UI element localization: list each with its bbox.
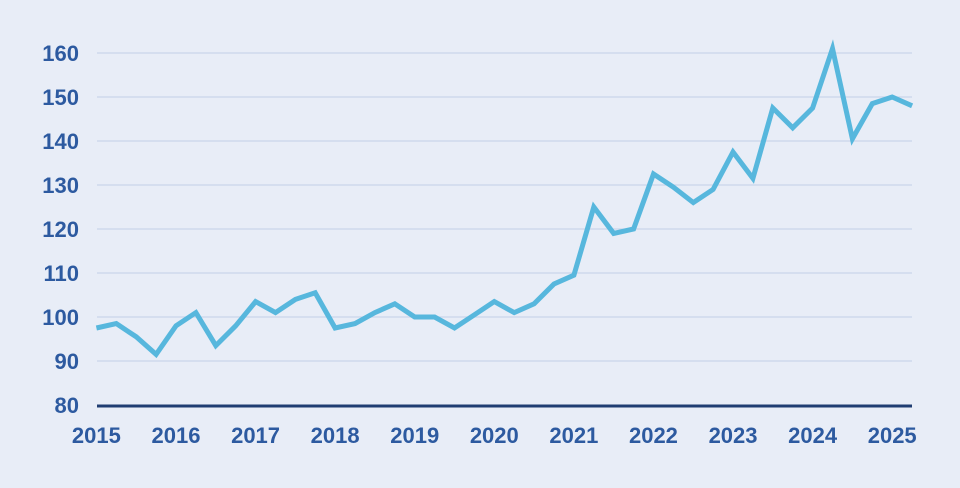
y-tick-label: 90 — [55, 349, 79, 374]
x-tick-label: 2023 — [709, 423, 758, 448]
x-tick-label: 2019 — [390, 423, 439, 448]
y-tick-label: 150 — [42, 85, 79, 110]
y-tick-label: 130 — [42, 173, 79, 198]
x-tick-label: 2025 — [868, 423, 917, 448]
x-tick-label: 2016 — [152, 423, 201, 448]
y-tick-label: 160 — [42, 41, 79, 66]
y-tick-label: 110 — [44, 261, 80, 286]
x-tick-label: 2024 — [788, 423, 838, 448]
x-tick-label: 2018 — [311, 423, 360, 448]
x-tick-label: 2022 — [629, 423, 678, 448]
x-tick-label: 2020 — [470, 423, 519, 448]
data-line-series — [95, 39, 914, 359]
x-tick-label: 2017 — [231, 423, 280, 448]
y-tick-label: 120 — [42, 217, 79, 242]
y-tick-label: 80 — [55, 393, 79, 418]
y-tick-label: 100 — [42, 305, 79, 330]
x-tick-label: 2015 — [72, 423, 121, 448]
y-tick-label: 140 — [42, 129, 79, 154]
x-tick-label: 2021 — [549, 423, 598, 448]
